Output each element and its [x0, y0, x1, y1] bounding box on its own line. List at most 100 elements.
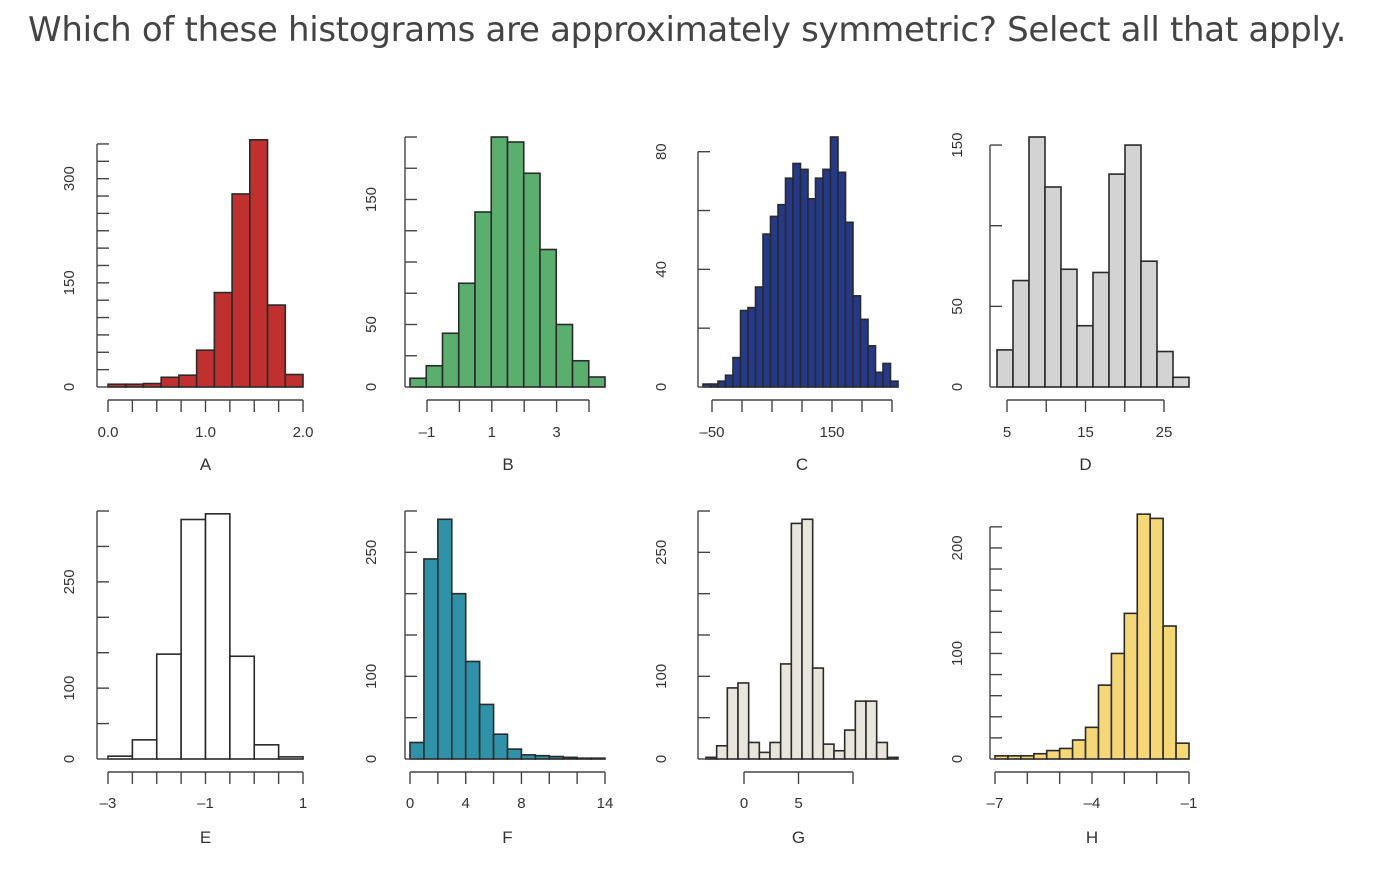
bar-a: [195, 349, 216, 388]
bar-g: [833, 749, 846, 760]
histogram-h: 0 100 200 –7 –4 –1 H: [949, 513, 1197, 847]
y-tick-label: 100: [949, 641, 966, 666]
bar-e: [131, 739, 158, 760]
bar-b: [490, 136, 509, 388]
y-tick-label: 0: [949, 383, 966, 391]
x-tick-label: 0: [740, 795, 748, 812]
y-tick-label: 100: [653, 664, 670, 689]
y-tick-label: 150: [949, 133, 966, 158]
x-tick-label: 5: [794, 795, 802, 812]
bar-e: [155, 653, 182, 760]
bar-c: [799, 168, 809, 388]
bar-g: [790, 522, 803, 760]
bar-f: [437, 518, 453, 760]
y-tick-label: 0: [61, 755, 78, 763]
bar-d: [1028, 136, 1046, 388]
x-tick-label: 25: [1156, 424, 1173, 441]
bar-d: [1108, 173, 1126, 388]
bar-h: [1110, 652, 1126, 760]
bar-g: [737, 682, 750, 760]
histogram-a: 0 150 300 0.0 1.0 2.0 A: [61, 138, 313, 474]
bar-h: [1058, 747, 1074, 760]
bar-c: [769, 215, 779, 388]
bar-c: [784, 177, 794, 388]
x-tick-label: 3: [552, 424, 560, 441]
bar-c: [777, 203, 787, 388]
bar-c: [807, 197, 817, 388]
bar-c: [814, 177, 824, 388]
bar-c: [867, 345, 877, 388]
histogram-f: 0 100 250 0 4 8 14 F: [363, 510, 613, 847]
x-tick-label: 5: [1003, 424, 1011, 441]
bar-h: [1020, 755, 1035, 760]
y-tick-label: 250: [653, 540, 670, 565]
histogram-b: 0 50 150 –1 1 3 B: [363, 136, 606, 474]
bar-h: [1162, 625, 1177, 760]
question-text: Which of these histograms are approximat…: [28, 10, 1347, 50]
bar-a: [213, 291, 233, 388]
histogram-label: H: [1086, 828, 1098, 847]
y-tick-label: 300: [61, 166, 78, 191]
y-tick-label: 0: [363, 383, 380, 391]
bar-b: [587, 376, 606, 388]
x-tick-label: 150: [819, 424, 844, 441]
y-tick-label: 0: [61, 383, 78, 391]
bar-f: [562, 756, 578, 760]
bar-c: [762, 233, 772, 388]
y-tick-label: 100: [61, 676, 78, 701]
bar-g: [747, 741, 761, 760]
bar-f: [492, 733, 509, 760]
bar-b: [409, 377, 428, 388]
bar-a: [160, 376, 180, 388]
bar-c: [837, 171, 847, 388]
bar-f: [506, 748, 523, 760]
bar-f: [520, 754, 537, 760]
bar-c: [852, 295, 862, 388]
bar-g: [769, 741, 782, 760]
x-tick-label: 1: [299, 795, 307, 812]
bar-e: [204, 513, 231, 760]
histogram-label: C: [796, 455, 808, 474]
bar-e: [229, 655, 256, 760]
bar-f: [464, 660, 481, 760]
bar-d: [1092, 271, 1110, 388]
y-tick-label: 100: [363, 664, 380, 689]
y-tick-label: 0: [653, 383, 670, 391]
bar-c: [709, 383, 719, 388]
bar-h: [1175, 742, 1190, 760]
bar-b: [506, 141, 525, 388]
x-tick-label: –50: [699, 424, 724, 441]
histogram-label: D: [1079, 455, 1091, 474]
bar-d: [996, 349, 1014, 388]
bar-h: [1123, 612, 1139, 760]
histogram-label: E: [200, 828, 211, 847]
y-tick-label: 200: [949, 535, 966, 560]
x-tick-label: –4: [1084, 795, 1101, 812]
y-tick-label: 50: [363, 316, 380, 333]
bar-g: [801, 518, 814, 760]
bar-c: [754, 286, 764, 388]
x-tick-label: 15: [1077, 424, 1094, 441]
bar-c: [822, 168, 832, 388]
y-tick-label: 50: [949, 298, 966, 315]
histogram-c: 0 40 80 –50 150 C: [653, 136, 899, 474]
bar-a: [266, 304, 287, 388]
bar-c: [739, 309, 749, 388]
bar-d: [1060, 268, 1078, 388]
histogram-label: A: [200, 455, 212, 474]
x-tick-label: –3: [100, 795, 117, 812]
bar-c: [844, 221, 854, 388]
bar-c: [889, 380, 899, 388]
bar-g: [843, 729, 857, 760]
bar-e: [277, 756, 304, 760]
x-tick-label: 1.0: [195, 424, 216, 441]
x-tick-label: 0: [406, 795, 414, 812]
bar-f: [534, 754, 551, 760]
bar-g: [886, 756, 899, 760]
bar-f: [478, 703, 495, 760]
bar-h: [1033, 752, 1048, 760]
bar-c: [792, 162, 802, 388]
bar-g: [875, 741, 889, 760]
x-tick-label: –1: [197, 795, 214, 812]
bar-d: [1124, 144, 1142, 388]
